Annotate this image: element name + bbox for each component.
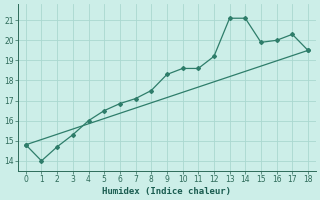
X-axis label: Humidex (Indice chaleur): Humidex (Indice chaleur) [102,187,231,196]
